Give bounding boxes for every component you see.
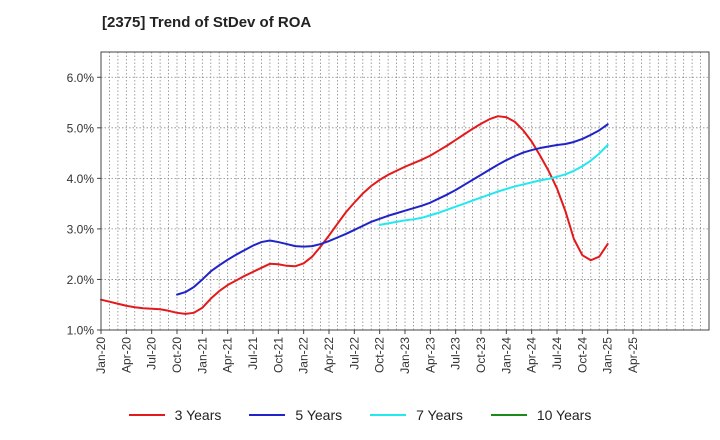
y-tick-label-4-0-: 4.0% xyxy=(67,172,95,186)
y-tick-label-2-0-: 2.0% xyxy=(67,273,95,287)
x-tick-label-oct-24: Oct-24 xyxy=(575,337,589,373)
series-line-7-years xyxy=(378,144,609,226)
x-tick-label-apr-22: Apr-22 xyxy=(322,337,336,373)
legend-label-7-years: 7 Years xyxy=(416,407,463,423)
legend-item-10-years: 10 Years xyxy=(490,404,592,426)
y-tick-label-3-0-: 3.0% xyxy=(67,222,95,236)
y-tick-label-6-0-: 6.0% xyxy=(67,71,95,85)
axes: 1.0% 2.0% 3.0% 4.0% 5.0% 6.0% Jan-20 Apr-20 Jul-… xyxy=(67,51,710,374)
legend-swatch-3-years xyxy=(128,414,165,416)
x-tick-label-apr-23: Apr-23 xyxy=(423,337,437,373)
x-tick-label-jan-24: Jan-24 xyxy=(499,337,513,374)
legend-label-5-years: 5 Years xyxy=(295,407,343,423)
x-tick-label-oct-20: Oct-20 xyxy=(170,337,184,373)
x-tick-label-oct-22: Oct-22 xyxy=(373,337,387,373)
legend-label-3-years: 3 Years xyxy=(174,407,222,423)
legend-item-3-years: 3 Years xyxy=(128,404,222,426)
x-tick-label-apr-20: Apr-20 xyxy=(119,337,133,373)
x-tick-label-apr-24: Apr-24 xyxy=(525,337,539,373)
legend-item-7-years: 7 Years xyxy=(370,404,463,426)
x-tick-label-oct-21: Oct-21 xyxy=(271,337,285,373)
x-tick-label-jan-20: Jan-20 xyxy=(94,337,108,374)
x-tick-label-jan-21: Jan-21 xyxy=(195,337,209,374)
x-tick-label-oct-23: Oct-23 xyxy=(474,337,488,373)
series-line-5-years xyxy=(176,123,609,296)
series-line-3-years xyxy=(100,115,609,315)
legend-swatch-10-years xyxy=(490,414,527,416)
x-tick-label-jan-22: Jan-22 xyxy=(297,337,311,374)
x-tick-label-jul-22: Jul-22 xyxy=(347,337,361,370)
x-tick-label-jul-24: Jul-24 xyxy=(550,337,564,370)
grid xyxy=(100,52,710,331)
y-tick-label-1-0-: 1.0% xyxy=(67,324,95,338)
chart-title: [2375] Trend of StDev of ROA xyxy=(102,14,312,31)
x-tick-label-jul-21: Jul-21 xyxy=(246,337,260,370)
x-tick-label-apr-25: Apr-25 xyxy=(626,337,640,373)
legend-swatch-5-years xyxy=(249,414,286,416)
x-tick-label-apr-21: Apr-21 xyxy=(221,337,235,373)
legend-label-10-years: 10 Years xyxy=(536,407,592,423)
y-tick-label-5-0-: 5.0% xyxy=(67,121,95,135)
x-tick-label-jul-23: Jul-23 xyxy=(449,337,463,370)
series-lines xyxy=(100,115,609,315)
legend: 3 Years 5 Years 7 Years 10 Years xyxy=(0,404,720,426)
legend-swatch-7-years xyxy=(370,414,407,416)
x-tick-label-jan-23: Jan-23 xyxy=(398,337,412,374)
legend-item-5-years: 5 Years xyxy=(249,404,342,426)
x-tick-label-jul-20: Jul-20 xyxy=(145,337,159,370)
x-tick-label-jan-25: Jan-25 xyxy=(601,337,615,374)
